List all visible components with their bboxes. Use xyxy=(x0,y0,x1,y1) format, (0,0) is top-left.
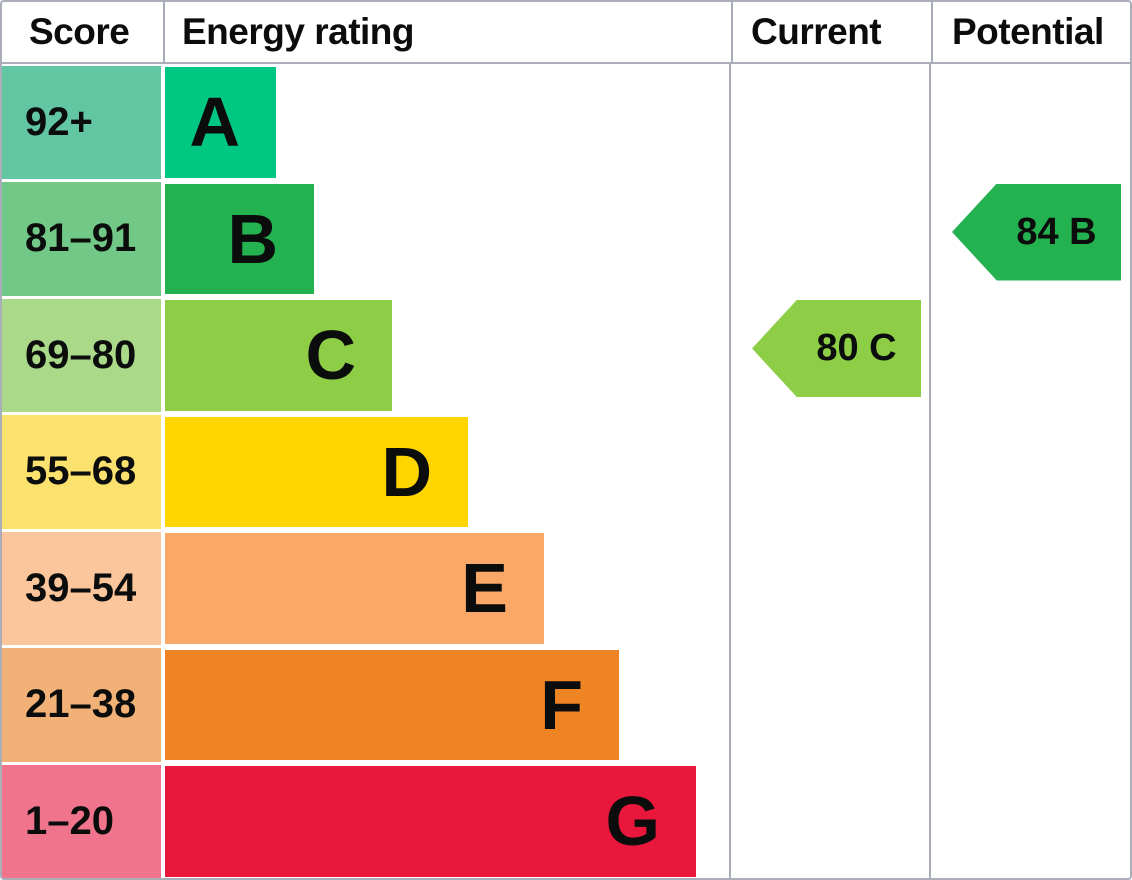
band-row-d: 55–68 D xyxy=(2,414,729,531)
current-rating-column: 80 C xyxy=(731,64,931,878)
current-rating-arrow: 80 C xyxy=(752,300,921,397)
potential-rating-column: 84 B xyxy=(931,64,1130,878)
potential-rating-label: 84 B xyxy=(1016,210,1097,253)
band-letter: G xyxy=(605,782,660,861)
chart-body: 92+ A 81–91 B 69–80 C 55–68 xyxy=(2,64,1130,878)
band-letter: C xyxy=(305,316,356,395)
band-row-a: 92+ A xyxy=(2,64,729,181)
band-row-c: 69–80 C xyxy=(2,297,729,414)
rating-bar-e: E xyxy=(165,533,544,644)
band-letter: A xyxy=(189,83,240,162)
band-row-f: 21–38 F xyxy=(2,647,729,764)
header-score-label: Score xyxy=(2,2,165,62)
rating-bar-f: F xyxy=(165,649,619,760)
band-row-e: 39–54 E xyxy=(2,530,729,647)
chart-header: Score Energy rating Current Potential xyxy=(2,2,1130,64)
score-range-label: 39–54 xyxy=(2,531,161,645)
rating-bar-a: A xyxy=(165,67,276,178)
score-range-label: 21–38 xyxy=(2,648,161,762)
score-range-label: 55–68 xyxy=(2,415,161,529)
rating-bar-g: G xyxy=(165,766,696,877)
current-rating-label: 80 C xyxy=(816,327,897,369)
header-current-label: Current xyxy=(733,2,933,62)
band-letter: E xyxy=(461,549,508,628)
band-row-g: 1–20 G xyxy=(2,763,729,878)
score-range-label: 92+ xyxy=(2,65,161,179)
potential-rating-arrow: 84 B xyxy=(952,183,1121,281)
band-letter: B xyxy=(227,199,278,278)
header-energy-rating-label: Energy rating xyxy=(165,2,733,62)
header-potential-label: Potential xyxy=(952,11,1104,52)
band-letter: D xyxy=(381,432,432,511)
rating-bar-b: B xyxy=(165,183,314,294)
band-letter: F xyxy=(540,665,583,744)
score-range-label: 81–91 xyxy=(2,182,161,296)
band-row-b: 81–91 B xyxy=(2,181,729,298)
rating-bar-c: C xyxy=(165,300,392,411)
rating-bar-d: D xyxy=(165,416,468,527)
score-range-label: 1–20 xyxy=(2,764,161,878)
score-range-label: 69–80 xyxy=(2,298,161,412)
rating-bands-column: 92+ A 81–91 B 69–80 C 55–68 xyxy=(2,64,731,878)
